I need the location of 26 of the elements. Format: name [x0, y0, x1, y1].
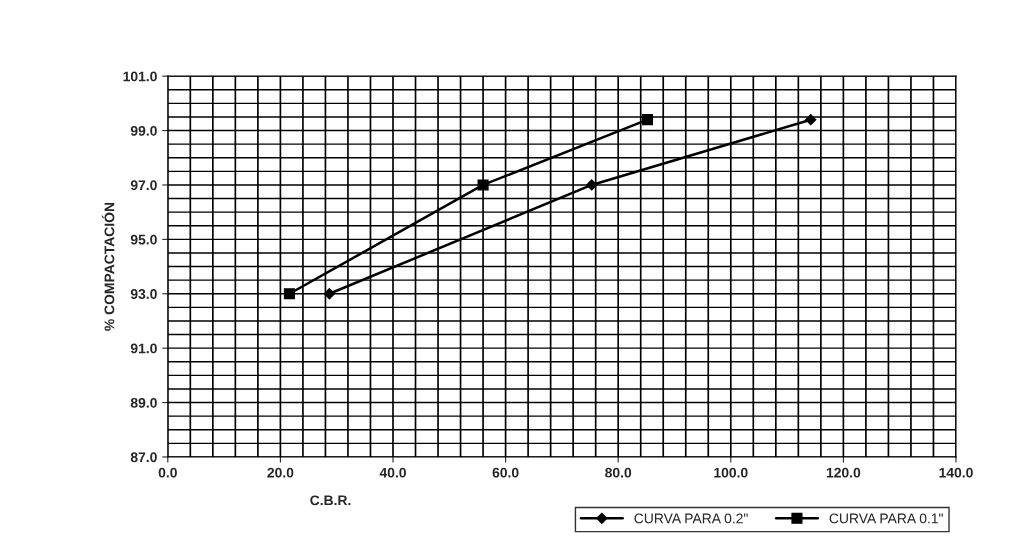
- point: [641, 114, 654, 126]
- point: [477, 179, 489, 191]
- x-tick-label: 120.0: [826, 467, 861, 478]
- y-tick-label: 91.0: [130, 343, 157, 354]
- y-tick-label: 99.0: [130, 125, 157, 136]
- y-tick-label: 87.0: [130, 452, 157, 463]
- point: [323, 288, 335, 300]
- point: [283, 288, 295, 300]
- y-tick-label: 95.0: [130, 234, 157, 245]
- y-tick-label: 89.0: [130, 397, 157, 408]
- x-tick-label: 20.0: [267, 467, 294, 478]
- x-tick-label: 0.0: [158, 467, 177, 478]
- y-tick-label: 93.0: [130, 289, 157, 299]
- point: [805, 114, 817, 126]
- legend-label: CURVA PARA 0.2": [634, 513, 748, 524]
- x-tick-label: 100.0: [714, 467, 748, 478]
- point: [586, 179, 598, 191]
- legend-label: CURVA PARA 0.1": [829, 513, 943, 524]
- y-tick-label: 97.0: [130, 180, 157, 191]
- x-tick-label: 140.0: [939, 467, 973, 478]
- x-tick-label: 60.0: [492, 467, 519, 478]
- x-axis-title: C.B.R.: [310, 495, 351, 506]
- y-axis-title: % COMPACTACIÓN: [101, 202, 115, 331]
- x-tick-label: 40.0: [379, 467, 406, 478]
- y-tick-label: 101.0: [123, 71, 157, 82]
- x-tick-label: 80.0: [605, 467, 632, 478]
